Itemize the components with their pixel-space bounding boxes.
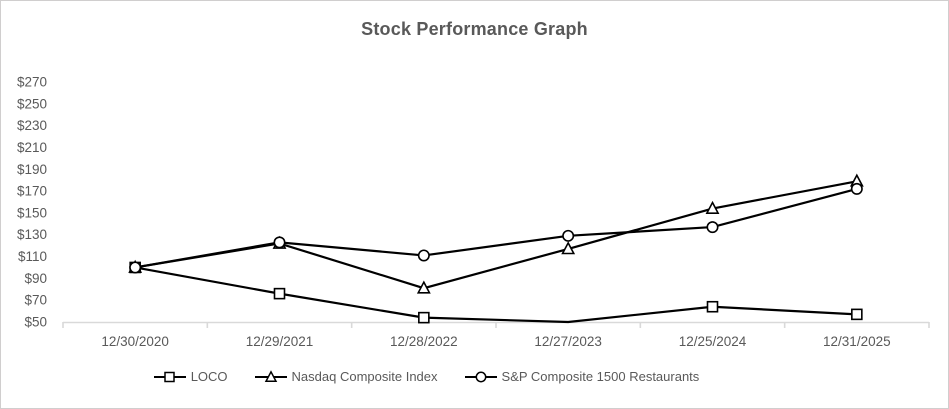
legend-label: Nasdaq Composite Index	[291, 369, 438, 384]
marker-square-icon	[418, 311, 430, 324]
y-axis-tick-label: $50	[24, 315, 47, 330]
marker-circle-icon	[417, 249, 430, 262]
y-axis-tick-label: $190	[17, 162, 47, 177]
y-axis-tick-label: $270	[17, 75, 47, 90]
y-axis-tick-label: $110	[18, 249, 47, 264]
series-line-circle	[134, 187, 858, 269]
legend-item: S&P Composite 1500 Restaurants	[464, 369, 700, 384]
x-axis-label: 12/30/2020	[101, 334, 169, 349]
legend-triangle-icon	[254, 369, 287, 382]
marker-circle-icon	[706, 221, 719, 234]
y-axis-tick-label: $230	[17, 118, 47, 133]
legend-circle-icon	[464, 371, 497, 382]
y-axis-tick-label: $250	[17, 96, 47, 111]
y-axis-tick-label: $150	[17, 205, 47, 220]
y-axis-tick-label: $70	[24, 293, 47, 308]
x-axis-label: 12/29/2021	[246, 334, 314, 349]
x-axis-label: 12/27/2023	[534, 334, 602, 349]
marker-triangle-icon	[416, 280, 431, 294]
marker-circle-icon	[562, 229, 575, 242]
marker-circle-icon	[129, 261, 142, 274]
marker-triangle-icon	[561, 241, 576, 255]
marker-circle-icon	[850, 182, 863, 195]
marker-square-icon	[851, 308, 863, 321]
y-axis-tick-label: $170	[17, 184, 47, 199]
x-axis-label: 12/28/2022	[390, 334, 458, 349]
legend-label: S&P Composite 1500 Restaurants	[501, 369, 700, 384]
legend-item: LOCO	[153, 369, 228, 384]
legend-label: LOCO	[190, 369, 228, 384]
x-axis-label: 12/31/2025	[823, 334, 891, 349]
chart-title: Stock Performance Graph	[361, 19, 588, 39]
series-line-triangle	[134, 180, 858, 290]
legend-item: Nasdaq Composite Index	[254, 369, 438, 384]
y-axis-tick-label: $130	[17, 227, 47, 242]
marker-square-icon	[273, 287, 286, 300]
series-line-square	[134, 266, 857, 324]
legend: LOCO Nasdaq Composite Index S&P Composite …	[1, 369, 900, 384]
marker-circle-icon	[273, 236, 286, 249]
y-axis-tick-label: $210	[17, 140, 47, 155]
legend-square-icon	[153, 371, 186, 382]
marker-square-icon	[706, 300, 719, 313]
x-axis-label: 12/25/2024	[679, 334, 747, 349]
y-axis-tick-label: $90	[24, 271, 47, 286]
marker-triangle-icon	[705, 200, 720, 214]
